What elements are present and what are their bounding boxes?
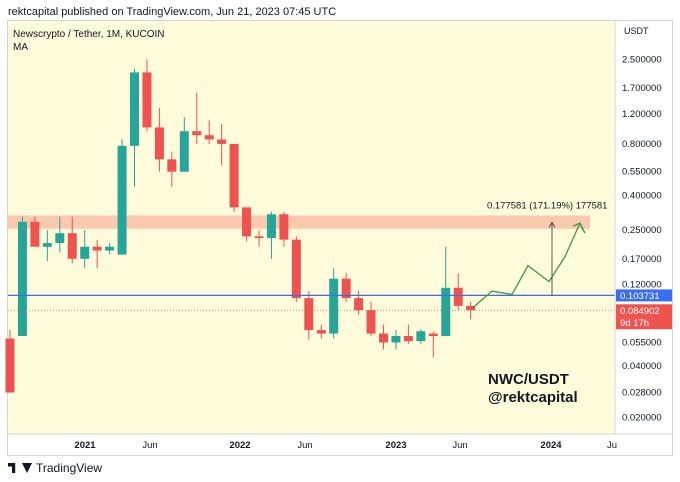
tradingview-logo-icon [8, 463, 16, 473]
candle-body [179, 131, 189, 172]
candle-body [403, 335, 413, 342]
candle-body [316, 330, 326, 334]
currency-label: USDT [624, 26, 649, 36]
time-tick-label: Jun [142, 440, 157, 451]
candle-body [105, 246, 115, 251]
time-tick-label: Jun [452, 440, 467, 451]
candle-body [30, 221, 40, 247]
price-tick-label: 0.040000 [622, 361, 662, 372]
time-tick-label: 2024 [540, 440, 562, 451]
price-tick-label: 0.055000 [622, 337, 662, 348]
time-tick-label: Jun [297, 440, 312, 451]
support-zone [8, 215, 590, 229]
tradingview-footer[interactable]: TradingView [8, 461, 102, 475]
price-tick-label: 0.250000 [622, 225, 662, 236]
chart-frame [7, 20, 673, 456]
level-badge-text: 0.103731 [620, 291, 660, 302]
candle-countdown-text: 9d 17h [620, 318, 649, 329]
publish-header: rektcapital published on TradingView.com… [8, 6, 337, 18]
projection-path [471, 222, 581, 309]
candle-body [453, 287, 463, 306]
price-tick-label: 0.550000 [622, 167, 662, 178]
candle-body [204, 135, 214, 140]
candles-group [5, 59, 476, 393]
price-tick-label: 0.120000 [622, 280, 662, 291]
time-axis[interactable]: 2021 Jun 2022 Jun 2023 Jun 2024 Ju [74, 440, 617, 451]
candle-body [117, 145, 127, 255]
candle-body [341, 278, 351, 299]
candle-body [55, 233, 65, 244]
candle-body [17, 221, 27, 336]
candle-body [5, 338, 15, 393]
watermark-pair: NWC/USDT [488, 371, 569, 388]
candle-body [391, 335, 401, 343]
current-price-badge [616, 304, 672, 330]
time-tick-label: 2023 [385, 440, 406, 451]
candle-body [192, 131, 202, 136]
candle-body [229, 143, 239, 208]
candle-body [142, 72, 152, 128]
projection-arrowhead [572, 222, 586, 234]
candle-body [266, 214, 276, 238]
indicator-label: MA [13, 42, 28, 53]
level-badge [616, 289, 672, 302]
candle-body [254, 236, 264, 238]
price-tick-label: 1.200000 [622, 109, 662, 120]
candle-body [217, 139, 227, 144]
candle-body [67, 233, 77, 259]
tradingview-logo-icon-part [22, 463, 32, 473]
candle-body [354, 298, 364, 311]
candle-body [167, 159, 177, 172]
time-tick-label: 2022 [229, 440, 250, 451]
candle-body [154, 127, 164, 160]
current-price-text: 0.084902 [620, 306, 660, 317]
measure-arrowhead [548, 221, 556, 228]
candle-body [42, 243, 52, 247]
price-tick-label: 0.028000 [622, 388, 662, 399]
brand-label: TradingView [36, 461, 103, 475]
candle-body [92, 246, 102, 251]
price-tick-label: 0.400000 [622, 190, 662, 201]
measure-label: 0.177581 (171.19%) 177581 [487, 200, 607, 211]
price-tick-label: 0.170000 [622, 254, 662, 265]
candle-body [366, 310, 376, 334]
candle-body [242, 207, 252, 237]
candle-body [466, 305, 476, 311]
price-tick-label: 2.500000 [622, 54, 662, 65]
candle-body [291, 239, 301, 299]
candle-body [329, 278, 339, 334]
time-tick-label: Ju [607, 440, 617, 451]
candle-body [80, 246, 90, 259]
price-axis[interactable]: 2.500000 1.700000 1.200000 0.800000 0.550000… [622, 54, 662, 423]
candle-body [416, 331, 426, 342]
candle-body [130, 72, 139, 146]
price-tick-label: 0.800000 [622, 139, 662, 150]
candle-body [441, 287, 451, 336]
watermark-handle: @rektcapital [488, 389, 578, 406]
time-tick-label: 2021 [74, 440, 96, 451]
candle-body [379, 333, 388, 343]
price-tick-label: 0.020000 [622, 412, 662, 423]
candle-body [279, 214, 289, 240]
candle-body [428, 333, 438, 336]
price-tick-label: 1.700000 [622, 83, 662, 94]
candle-body [304, 298, 314, 331]
chart-title: Newscrypto / Tether, 1M, KUCOIN [13, 29, 165, 40]
